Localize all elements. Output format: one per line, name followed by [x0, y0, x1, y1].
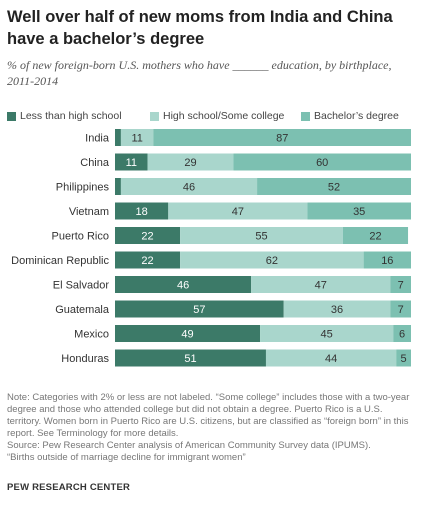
category-label: China: [80, 157, 110, 169]
bar-segment: [115, 300, 284, 318]
bar-segment: [115, 276, 252, 293]
data-label: 11: [126, 157, 137, 169]
bar-segment: [115, 325, 261, 342]
data-label: 7: [398, 304, 404, 316]
data-label: 16: [381, 255, 393, 267]
legend-label: Less than high school: [20, 110, 122, 122]
bar-segment: [115, 202, 169, 220]
bar-segment: [115, 227, 181, 244]
bar-segment: [251, 276, 391, 293]
bar-segment: [363, 251, 411, 269]
data-label: 55: [255, 231, 267, 243]
bar-segment: [120, 129, 154, 146]
data-label: 35: [353, 206, 365, 218]
data-label: 52: [328, 182, 340, 194]
legend-label: High school/Some college: [163, 110, 285, 122]
bar-segment: [115, 129, 121, 146]
chart-title: Well over half of new moms from India an…: [7, 8, 393, 48]
chart-notes: Note: Categories with 2% or less are not…: [7, 392, 415, 464]
organization-credit: PEW RESEARCH CENTER: [7, 482, 131, 493]
bar-segment: [153, 129, 412, 146]
legend-item-less-than-high-school: Less than high school: [7, 110, 122, 122]
bar-segment: [390, 300, 411, 318]
bar-segment: [115, 178, 121, 195]
legend-label: Bachelor’s degree: [314, 110, 399, 122]
data-label: 47: [232, 206, 244, 218]
stacked-bar-chart: India 11 87 China 11 29 60 Philippines 46 52 Vietn…: [11, 129, 412, 367]
bar-segment: [260, 325, 394, 342]
bar-segment: [180, 227, 343, 244]
data-label: 44: [325, 353, 337, 365]
data-label: 36: [331, 304, 343, 316]
data-label: 5: [401, 353, 407, 365]
data-label: 29: [184, 157, 196, 169]
category-label: Vietnam: [69, 206, 109, 218]
bar-segment: [115, 251, 181, 269]
bar-segment: [393, 325, 411, 342]
bar-segment: [180, 251, 364, 269]
category-label: El Salvador: [53, 280, 110, 292]
data-label: 22: [369, 231, 381, 243]
bar-segment: [342, 227, 409, 244]
legend-swatch-less-than-high-school: [7, 111, 16, 121]
data-label: 46: [183, 182, 195, 194]
legend-item-bachelors-degree: Bachelor’s degree: [301, 110, 399, 122]
data-label: 51: [184, 353, 196, 365]
data-label: 6: [399, 329, 405, 341]
legend-item-high-school-some-college: High school/Some college: [150, 110, 284, 122]
data-label: 57: [193, 304, 205, 316]
data-label: 45: [321, 329, 333, 341]
data-label: 7: [398, 280, 404, 292]
data-label: 22: [141, 231, 153, 243]
bar-segment: [307, 202, 411, 220]
data-label: 49: [181, 329, 193, 341]
source-title: “Births outside of marriage decline for …: [7, 452, 246, 463]
data-label: 46: [177, 280, 189, 292]
data-label: 18: [136, 206, 148, 218]
bar-segment: [115, 349, 266, 367]
bar-segment: [168, 202, 308, 220]
legend-swatch-bachelors-degree: [301, 111, 310, 121]
bar-segment: [265, 349, 397, 367]
chart-legend: Less than high school High school/Some c…: [7, 110, 417, 124]
category-label: Dominican Republic: [11, 255, 109, 267]
chart-subtitle: % of new foreign-born U.S. mothers who h…: [7, 58, 392, 88]
category-label: Mexico: [74, 329, 109, 341]
note-text: Note: Categories with 2% or less are not…: [7, 392, 410, 439]
data-label: 87: [276, 133, 288, 145]
bar-segment: [115, 153, 148, 171]
bar-segment: [257, 178, 411, 195]
data-label: 62: [266, 255, 278, 267]
category-label: Honduras: [61, 353, 109, 365]
data-label: 22: [141, 255, 153, 267]
bar-segment: [147, 153, 234, 171]
bar-segment: [390, 276, 411, 293]
data-label: 60: [316, 157, 328, 169]
data-label: 47: [315, 280, 327, 292]
category-label: Puerto Rico: [52, 231, 109, 243]
bar-segment: [283, 300, 391, 318]
category-label: Guatemala: [55, 304, 110, 316]
source-text: Source: Pew Research Center analysis of …: [7, 440, 371, 451]
bar-segment: [120, 178, 258, 195]
bar-segment: [233, 153, 411, 171]
legend-swatch-high-school-some-college: [150, 111, 159, 121]
data-label: 11: [131, 133, 142, 145]
bar-segment: [396, 349, 411, 367]
category-label: India: [85, 133, 110, 145]
category-label: Philippines: [56, 182, 110, 194]
